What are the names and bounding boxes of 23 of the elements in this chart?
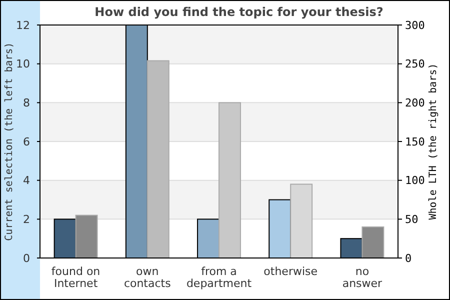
y-tick-label: 12 <box>16 18 30 32</box>
y-tick-label: 0 <box>23 252 30 265</box>
chart-title: How did you find the topic for your thesis? <box>94 5 384 19</box>
y2-tick-label: 0 <box>405 252 412 265</box>
y-tick-label: 6 <box>23 135 30 148</box>
y2-tick-label: 250 <box>405 58 425 71</box>
x-tick-label: found on Internet <box>51 265 100 290</box>
y2-tick-label: 100 <box>405 174 425 188</box>
x-tick-label: otherwise <box>264 265 318 278</box>
x-tick-label: from a department <box>186 265 252 290</box>
bar <box>218 102 241 258</box>
y-axis-title: Current selection (the left bars) <box>4 42 15 241</box>
y2-tick-label: 150 <box>405 135 425 148</box>
y-tick-label: 4 <box>23 174 30 188</box>
y-tick-label: 2 <box>23 213 30 226</box>
y2-tick-label: 200 <box>405 96 425 110</box>
y2-axis-title: Whole LTH (the right bars) <box>428 63 439 220</box>
y-tick-label: 8 <box>23 96 30 110</box>
y2-tick-label: 50 <box>405 213 418 226</box>
x-tick-label: own contacts <box>124 265 172 290</box>
y-tick-label: 10 <box>16 58 30 71</box>
x-tick-label: no answer <box>342 265 383 290</box>
y2-tick-label: 300 <box>405 18 425 32</box>
